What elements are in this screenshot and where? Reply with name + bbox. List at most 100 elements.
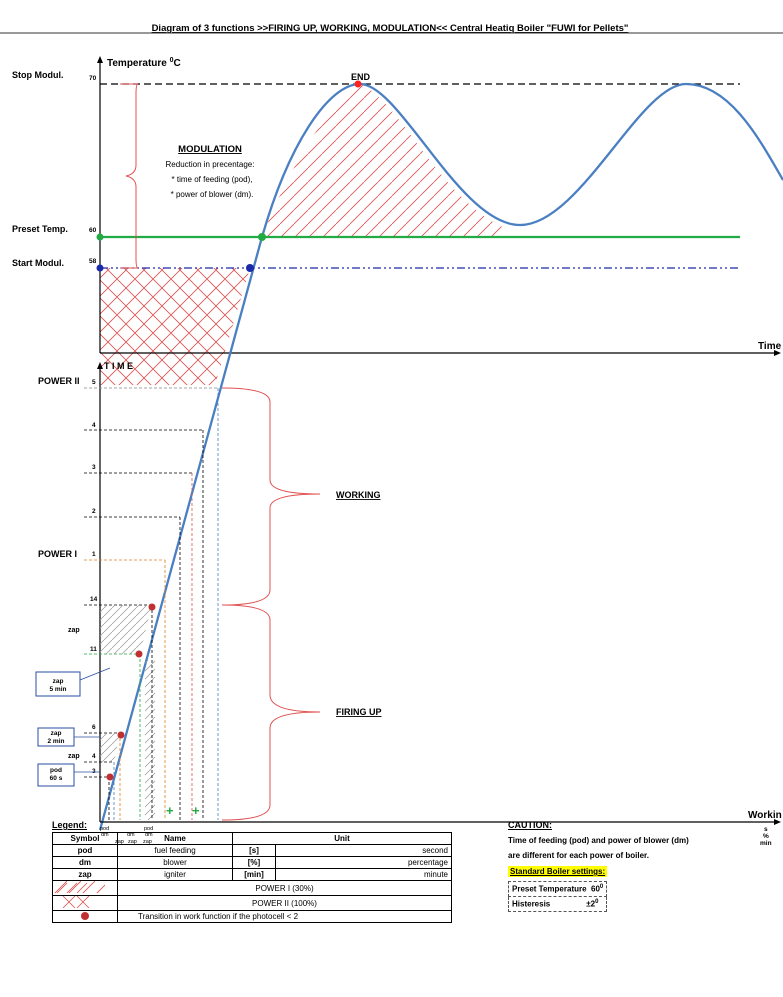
zap-label-lower: zap [68, 753, 80, 760]
preset-cross-marker [258, 233, 266, 241]
svg-text:5 min: 5 min [50, 686, 67, 693]
svg-text:2: 2 [92, 508, 96, 515]
legend-header-symbol: Symbol [52, 832, 118, 845]
legend-power2-row: POWER II (100%) [52, 895, 452, 911]
firing-up-brace [221, 604, 321, 821]
tick-14: 14 [84, 596, 152, 606]
settings-title: Standard Boiler settings: [508, 866, 608, 877]
svg-text:2 min: 2 min [48, 738, 65, 745]
bottom-x-arrow [774, 819, 781, 825]
tick-2: 2 [84, 508, 181, 820]
end-label: END [351, 72, 371, 82]
svg-text:60 s: 60 s [50, 775, 63, 782]
svg-text:11: 11 [90, 646, 97, 653]
legend-header-name: Name [117, 832, 233, 845]
zap-5min-box: zap 5 min [35, 667, 111, 697]
bottom-x-unit-min: min [760, 840, 772, 847]
diagram-title: Diagram of 3 functions >>FIRING UP, WORK… [152, 23, 629, 34]
svg-text:pod: pod [50, 767, 62, 774]
tick-4: 4 [84, 422, 204, 820]
zap-2min-box: zap 2 min [37, 727, 100, 747]
tick-5: 5 [84, 379, 219, 820]
start-modul-label: Start Modul. [12, 258, 64, 268]
modulation-brace [120, 83, 139, 269]
modulation-line-2: * time of feeding (pod), [172, 175, 253, 184]
green-plus-1: + [166, 803, 174, 818]
caution-line-2: are different for each power of boiler. [508, 851, 649, 860]
transition-marker-14 [148, 603, 156, 611]
bottom-x-axis-label: Workin [748, 810, 782, 821]
pod-60s-box: pod 60 s [37, 763, 100, 787]
zap-hatch-lower [100, 733, 120, 762]
legend-title: Legend: [52, 820, 87, 830]
bottom-x-unit-s: s [764, 826, 768, 833]
svg-text:6: 6 [92, 724, 96, 731]
modulation-line-1: Reduction in precentage: [166, 160, 255, 169]
zap-hatch-upper [100, 605, 152, 654]
power1-swatch [52, 880, 118, 896]
start-axis-marker [96, 264, 104, 272]
working-brace [221, 387, 321, 606]
transition-marker-6 [117, 731, 125, 739]
stop-modul-label: Stop Modul. [12, 70, 64, 80]
modulation-line-3: * power of blower (dm). [171, 190, 254, 199]
svg-text:zap: zap [53, 678, 64, 685]
legend-header-unit: Unit [232, 832, 452, 845]
green-plus-2: + [192, 803, 200, 818]
legend-row: dm blower [%] percentage [52, 856, 452, 869]
top-y-arrow [97, 56, 103, 63]
histeresis-setting: Histeresis ±20 [507, 896, 608, 912]
tick-6: 6 [84, 724, 120, 734]
preset-axis-marker [96, 233, 104, 241]
svg-text:3: 3 [92, 464, 96, 471]
working-label: WORKING [336, 490, 381, 500]
legend: Legend: Symbol Name Unit pod fuel feedin… [52, 820, 452, 923]
temperature-curve [98, 82, 783, 831]
legend-row: zap igniter [min] minute [52, 868, 452, 881]
caution-line-1: Time of feeding (pod) and power of blowe… [508, 836, 689, 845]
caution-panel: CAUTION: Time of feeding (pod) and power… [507, 820, 748, 912]
svg-text:4: 4 [92, 753, 96, 760]
end-marker [354, 80, 362, 88]
top-x-arrow [774, 350, 781, 356]
power1-label: POWER I [38, 549, 77, 559]
stop-modul-value: 70 [89, 75, 97, 82]
preset-temperature-setting: Preset Temperature 600 [507, 881, 608, 897]
x-small-pod-2: pod [144, 826, 153, 832]
legend-power1-row: POWER I (30%) [52, 880, 452, 896]
power2-label: POWER II [38, 376, 80, 386]
top-x-axis-label: Time [758, 341, 782, 352]
legend-transition-row: Transition in work function if the photo… [52, 910, 452, 923]
preset-temp-value: 60 [89, 227, 97, 234]
tick-1: 1 [84, 551, 166, 820]
start-cross-marker [246, 264, 254, 272]
svg-text:3: 3 [92, 768, 96, 775]
start-modul-value: 58 [89, 258, 97, 265]
start-cross-hatch [100, 268, 250, 385]
pod-hatch-column [145, 660, 155, 820]
zap-label-upper: zap [68, 627, 80, 634]
bottom-y-arrow [97, 362, 103, 369]
svg-text:4: 4 [92, 422, 96, 429]
settings-table: Preset Temperature 600 Histeresis ±20 [507, 881, 608, 912]
x-small-pod-1: pod [100, 826, 109, 832]
svg-text:1: 1 [92, 551, 96, 558]
transition-marker-11 [135, 650, 143, 658]
modulation-title: MODULATION [178, 144, 242, 155]
tick-3: 3 [84, 464, 193, 820]
svg-text:14: 14 [90, 596, 98, 603]
bottom-x-unit-pct: % [763, 833, 769, 840]
transition-marker-3 [106, 773, 114, 781]
preset-temp-label: Preset Temp. [12, 224, 68, 234]
top-y-axis-label: Temperature 0C [107, 57, 181, 69]
power2-swatch [52, 895, 118, 911]
tick-3-low: 3 [84, 768, 109, 778]
transition-swatch [52, 910, 118, 923]
bottom-y-axis-label: T I M E [104, 361, 133, 371]
svg-text:zap: zap [51, 730, 62, 737]
legend-table: Symbol Name Unit pod fuel feeding [s] se… [52, 832, 452, 923]
svg-text:5: 5 [92, 379, 96, 386]
firing-up-label: FIRING UP [336, 707, 382, 717]
legend-row: pod fuel feeding [s] second [52, 844, 452, 857]
